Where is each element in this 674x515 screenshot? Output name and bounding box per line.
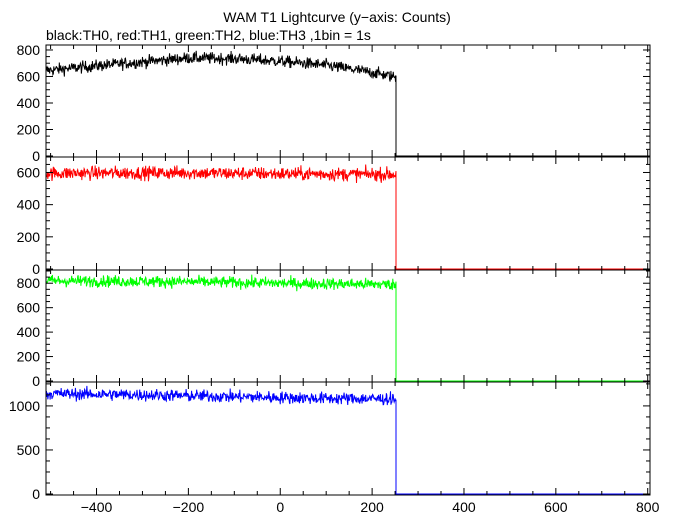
y-tick-label: 200	[17, 229, 41, 245]
y-tick-label: 200	[17, 121, 41, 137]
y-tick-label: 0	[32, 148, 40, 164]
y-tick-label: 600	[17, 164, 41, 180]
x-tick-label: 200	[360, 499, 384, 515]
x-tick-label: −200	[173, 499, 205, 515]
y-tick-label: 200	[17, 349, 41, 365]
y-tick-label: 400	[17, 197, 41, 213]
chart-title: WAM T1 Lightcurve (y−axis: Counts)	[223, 9, 451, 25]
y-tick-label: 0	[32, 486, 40, 502]
y-tick-label: 800	[17, 42, 41, 58]
x-tick-label: 600	[544, 499, 568, 515]
x-tick-label: 400	[452, 499, 476, 515]
y-tick-label: 0	[32, 373, 40, 389]
y-tick-label: 1000	[9, 398, 40, 414]
panel-frame	[45, 269, 651, 383]
series-line-th2	[45, 274, 650, 382]
y-tick-label: 500	[17, 442, 41, 458]
series-line-th3	[45, 385, 650, 495]
series-line-th0	[45, 50, 650, 157]
x-tick-label: 0	[276, 499, 284, 515]
y-tick-label: 0	[32, 261, 40, 277]
series-line-th1	[45, 164, 650, 270]
x-tick-label: 800	[636, 499, 660, 515]
x-tick-label: −400	[81, 499, 113, 515]
y-tick-label: 400	[17, 324, 41, 340]
y-tick-label: 600	[17, 68, 41, 84]
y-tick-label: 800	[17, 275, 41, 291]
chart-subtitle: black:TH0, red:TH1, green:TH2, blue:TH3 …	[46, 27, 371, 43]
y-tick-label: 600	[17, 300, 41, 316]
y-tick-label: 400	[17, 95, 41, 111]
